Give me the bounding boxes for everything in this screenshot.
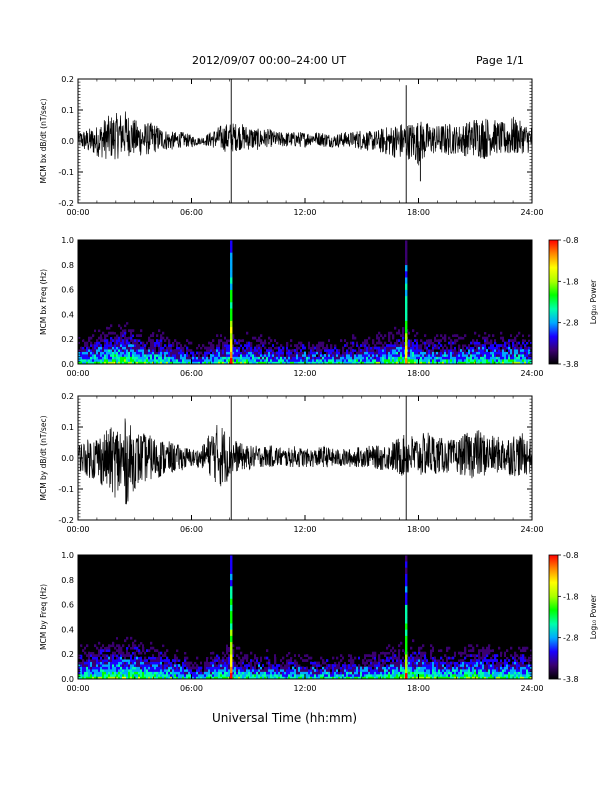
y-axis-title: MCM by Freq (Hz) [39, 584, 48, 650]
y-tick-label: 0.2 [61, 75, 74, 84]
y-tick-label: 1.0 [61, 551, 74, 560]
y-tick-label: 1.0 [61, 236, 74, 245]
y-tick-label: 0.2 [61, 650, 74, 659]
y-tick-label: -0.2 [58, 516, 74, 525]
x-tick-label: 12:00 [293, 684, 316, 693]
y-axis-title: MCM bx dB/dt (nT/sec) [39, 98, 48, 183]
x-tick-label: 06:00 [180, 208, 203, 217]
spectrogram-cells [78, 319, 533, 365]
x-axis-title: Universal Time (hh:mm) [212, 711, 358, 725]
panel-4: 0.0 0.2 0.4 0.6 0.8 1.0 00:00 06:00 12:00 18:00 24… [39, 551, 598, 693]
y-tick-label: 0.4 [61, 625, 74, 634]
colorbar-title: Log₁₀ Power [589, 594, 598, 639]
x-tick-label: 24:00 [520, 208, 543, 217]
panel-3: -0.2 -0.1 0.0 0.1 0.2 00:00 06:00 12:00 18:00 24:… [39, 392, 544, 534]
x-tick-label: 18:00 [407, 525, 430, 534]
y-tick-label: 0.0 [61, 454, 74, 463]
y-tick-label: 0.2 [61, 335, 74, 344]
colorbar-title: Log₁₀ Power [589, 279, 598, 324]
y-tick-label: 0.0 [61, 137, 74, 146]
colorbar-scale [548, 239, 559, 365]
x-tick-label: 12:00 [293, 369, 316, 378]
colorbar-tick-label: -0.8 [563, 551, 579, 560]
colorbar-tick-label: -2.8 [563, 319, 579, 328]
x-tick-label: 00:00 [66, 369, 89, 378]
x-tick-label: 00:00 [66, 684, 89, 693]
y-tick-label: -0.1 [58, 168, 74, 177]
y-tick-label: 0.1 [61, 423, 74, 432]
spectrogram-cells [78, 634, 533, 680]
y-tick-label: -0.1 [58, 485, 74, 494]
colorbar: -0.8 -1.8 -2.8 -3.8 Log₁₀ Power [548, 551, 598, 684]
page-indicator: Page 1/1 [476, 54, 524, 67]
x-tick-label: 12:00 [293, 525, 316, 534]
y-tick-label: 0.0 [61, 360, 74, 369]
y-tick-label: -0.2 [58, 199, 74, 208]
x-tick-label: 00:00 [66, 525, 89, 534]
y-tick-label: 0.6 [61, 286, 74, 295]
spectrogram-spike-2 [405, 240, 408, 365]
colorbar-tick-label: -1.8 [563, 277, 579, 286]
x-tick-label: 06:00 [180, 684, 203, 693]
x-tick-label: 06:00 [180, 369, 203, 378]
spectrogram-spike-2 [405, 555, 408, 680]
x-tick-label: 12:00 [293, 208, 316, 217]
series-trace [77, 111, 533, 166]
x-tick-label: 00:00 [66, 208, 89, 217]
colorbar: -0.8 -1.8 -2.8 -3.8 Log₁₀ Power [548, 236, 598, 369]
panel-2: 0.0 0.2 0.4 0.6 0.8 1.0 00:00 06:00 12:00 18:00 24… [39, 236, 598, 378]
colorbar-tick-label: -2.8 [563, 634, 579, 643]
series-trace [77, 418, 533, 505]
colorbar-tick-label: -3.8 [563, 675, 579, 684]
y-tick-label: 0.2 [61, 392, 74, 401]
y-axis-title: MCM bx Freq (Hz) [39, 269, 48, 335]
x-tick-label: 18:00 [407, 208, 430, 217]
y-tick-label: 0.8 [61, 576, 74, 585]
colorbar-tick-label: -0.8 [563, 236, 579, 245]
y-tick-label: 0.6 [61, 601, 74, 610]
y-axis-title: MCM by dB/dt (nT/sec) [39, 415, 48, 500]
colorbar-tick-label: -3.8 [563, 360, 579, 369]
y-tick-label: 0.8 [61, 261, 74, 270]
x-tick-label: 24:00 [520, 684, 543, 693]
colorbar-tick-label: -1.8 [563, 592, 579, 601]
x-tick-label: 24:00 [520, 525, 543, 534]
colorbar-scale [548, 554, 559, 680]
x-tick-label: 06:00 [180, 525, 203, 534]
y-tick-label: 0.1 [61, 106, 74, 115]
y-tick-label: 0.0 [61, 675, 74, 684]
x-tick-label: 18:00 [407, 369, 430, 378]
date-range-title: 2012/09/07 00:00–24:00 UT [192, 54, 347, 67]
x-tick-label: 18:00 [407, 684, 430, 693]
spectrogram-spike-1 [230, 240, 233, 365]
spectrogram-spike-1 [230, 555, 233, 680]
y-tick-label: 0.4 [61, 310, 74, 319]
panel-1: -0.2 -0.1 0.0 0.1 0.2 00:00 06:00 12:00 18:00 24:… [39, 75, 544, 217]
x-tick-label: 24:00 [520, 369, 543, 378]
